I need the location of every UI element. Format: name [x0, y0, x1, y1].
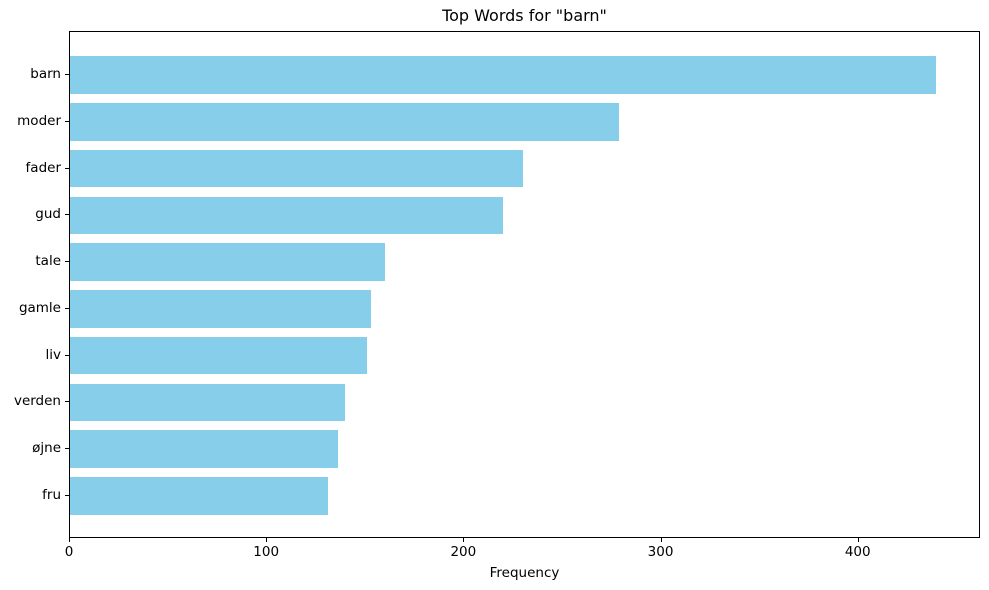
y-tick-mark: [65, 74, 69, 75]
y-tick-mark: [65, 261, 69, 263]
chart-title: Top Words for "barn": [442, 6, 607, 25]
x-tick-label-0: 0: [64, 544, 74, 560]
y-tick-label-moder: moder: [17, 112, 61, 129]
x-tick-mark: [69, 538, 70, 542]
y-tick-label-øjne: øjne: [32, 440, 61, 457]
bar-fader: [70, 149, 523, 188]
y-tick-label-verden: verden: [13, 393, 61, 410]
bar-øjne: [70, 430, 338, 468]
x-tick-mark: [857, 538, 859, 542]
y-tick-mark: [65, 401, 69, 403]
bar-gamle: [70, 290, 372, 328]
x-tick-label-200: 200: [450, 544, 477, 560]
y-tick-label-fru: fru: [42, 487, 61, 503]
y-tick-mark: [65, 167, 69, 169]
plot-area: [69, 31, 980, 538]
x-tick-label-100: 100: [253, 544, 280, 560]
y-tick-mark: [65, 495, 69, 496]
y-tick-label-barn: barn: [30, 66, 61, 82]
bar-moder: [70, 103, 619, 141]
y-tick-label-gamle: gamle: [18, 299, 61, 316]
bar-gud: [70, 196, 503, 235]
x-tick-mark: [266, 538, 268, 542]
y-tick-mark: [65, 354, 69, 356]
x-tick-mark: [660, 538, 662, 542]
x-axis-label: Frequency: [489, 565, 560, 581]
bar-barn: [70, 56, 936, 94]
y-tick-mark: [65, 214, 69, 216]
bar-fru: [70, 477, 328, 515]
y-tick-label-tale: tale: [35, 253, 61, 270]
x-tick-label-400: 400: [844, 544, 871, 560]
x-tick-mark: [463, 538, 465, 542]
bars-container: [70, 32, 979, 537]
bar-verden: [70, 383, 346, 422]
bar-tale: [70, 243, 385, 281]
y-tick-label-gud: gud: [35, 206, 61, 223]
y-tick-mark: [65, 307, 69, 309]
y-tick-mark: [65, 120, 69, 122]
x-tick-label-300: 300: [647, 544, 674, 560]
y-tick-label-liv: liv: [45, 346, 62, 363]
y-tick-mark: [65, 448, 69, 450]
y-tick-label-fader: fader: [25, 159, 61, 176]
bar-liv: [70, 336, 368, 375]
